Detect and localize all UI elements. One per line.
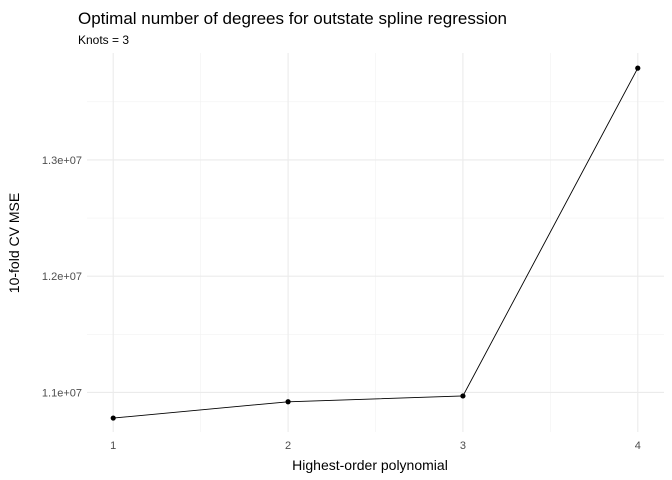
chart-title: Optimal number of degrees for outstate s… — [78, 9, 507, 28]
data-point — [460, 393, 466, 399]
points-layer — [110, 65, 641, 421]
data-point — [285, 399, 291, 405]
series-layer — [113, 67, 639, 419]
y-tick-label: 1.2e+07 — [42, 271, 82, 283]
data-point — [635, 65, 641, 71]
x-axis-tick-labels: 1 2 3 4 — [110, 440, 641, 452]
x-tick-label: 2 — [285, 440, 291, 452]
y-axis-tick-labels: 1.1e+07 1.2e+07 1.3e+07 — [42, 155, 82, 400]
series-line — [113, 67, 639, 419]
minor-gridlines — [87, 53, 664, 432]
y-axis-title: 10-fold CV MSE — [6, 193, 22, 293]
major-gridlines — [87, 53, 664, 432]
y-tick-label: 1.1e+07 — [42, 387, 82, 399]
x-tick-label: 3 — [460, 440, 466, 452]
y-tick-label: 1.3e+07 — [42, 155, 82, 167]
x-axis-title: Highest-order polynomial — [292, 457, 448, 473]
x-tick-label: 4 — [635, 440, 641, 452]
data-point — [110, 415, 116, 421]
chart-subtitle: Knots = 3 — [78, 33, 129, 47]
x-tick-label: 1 — [110, 440, 116, 452]
